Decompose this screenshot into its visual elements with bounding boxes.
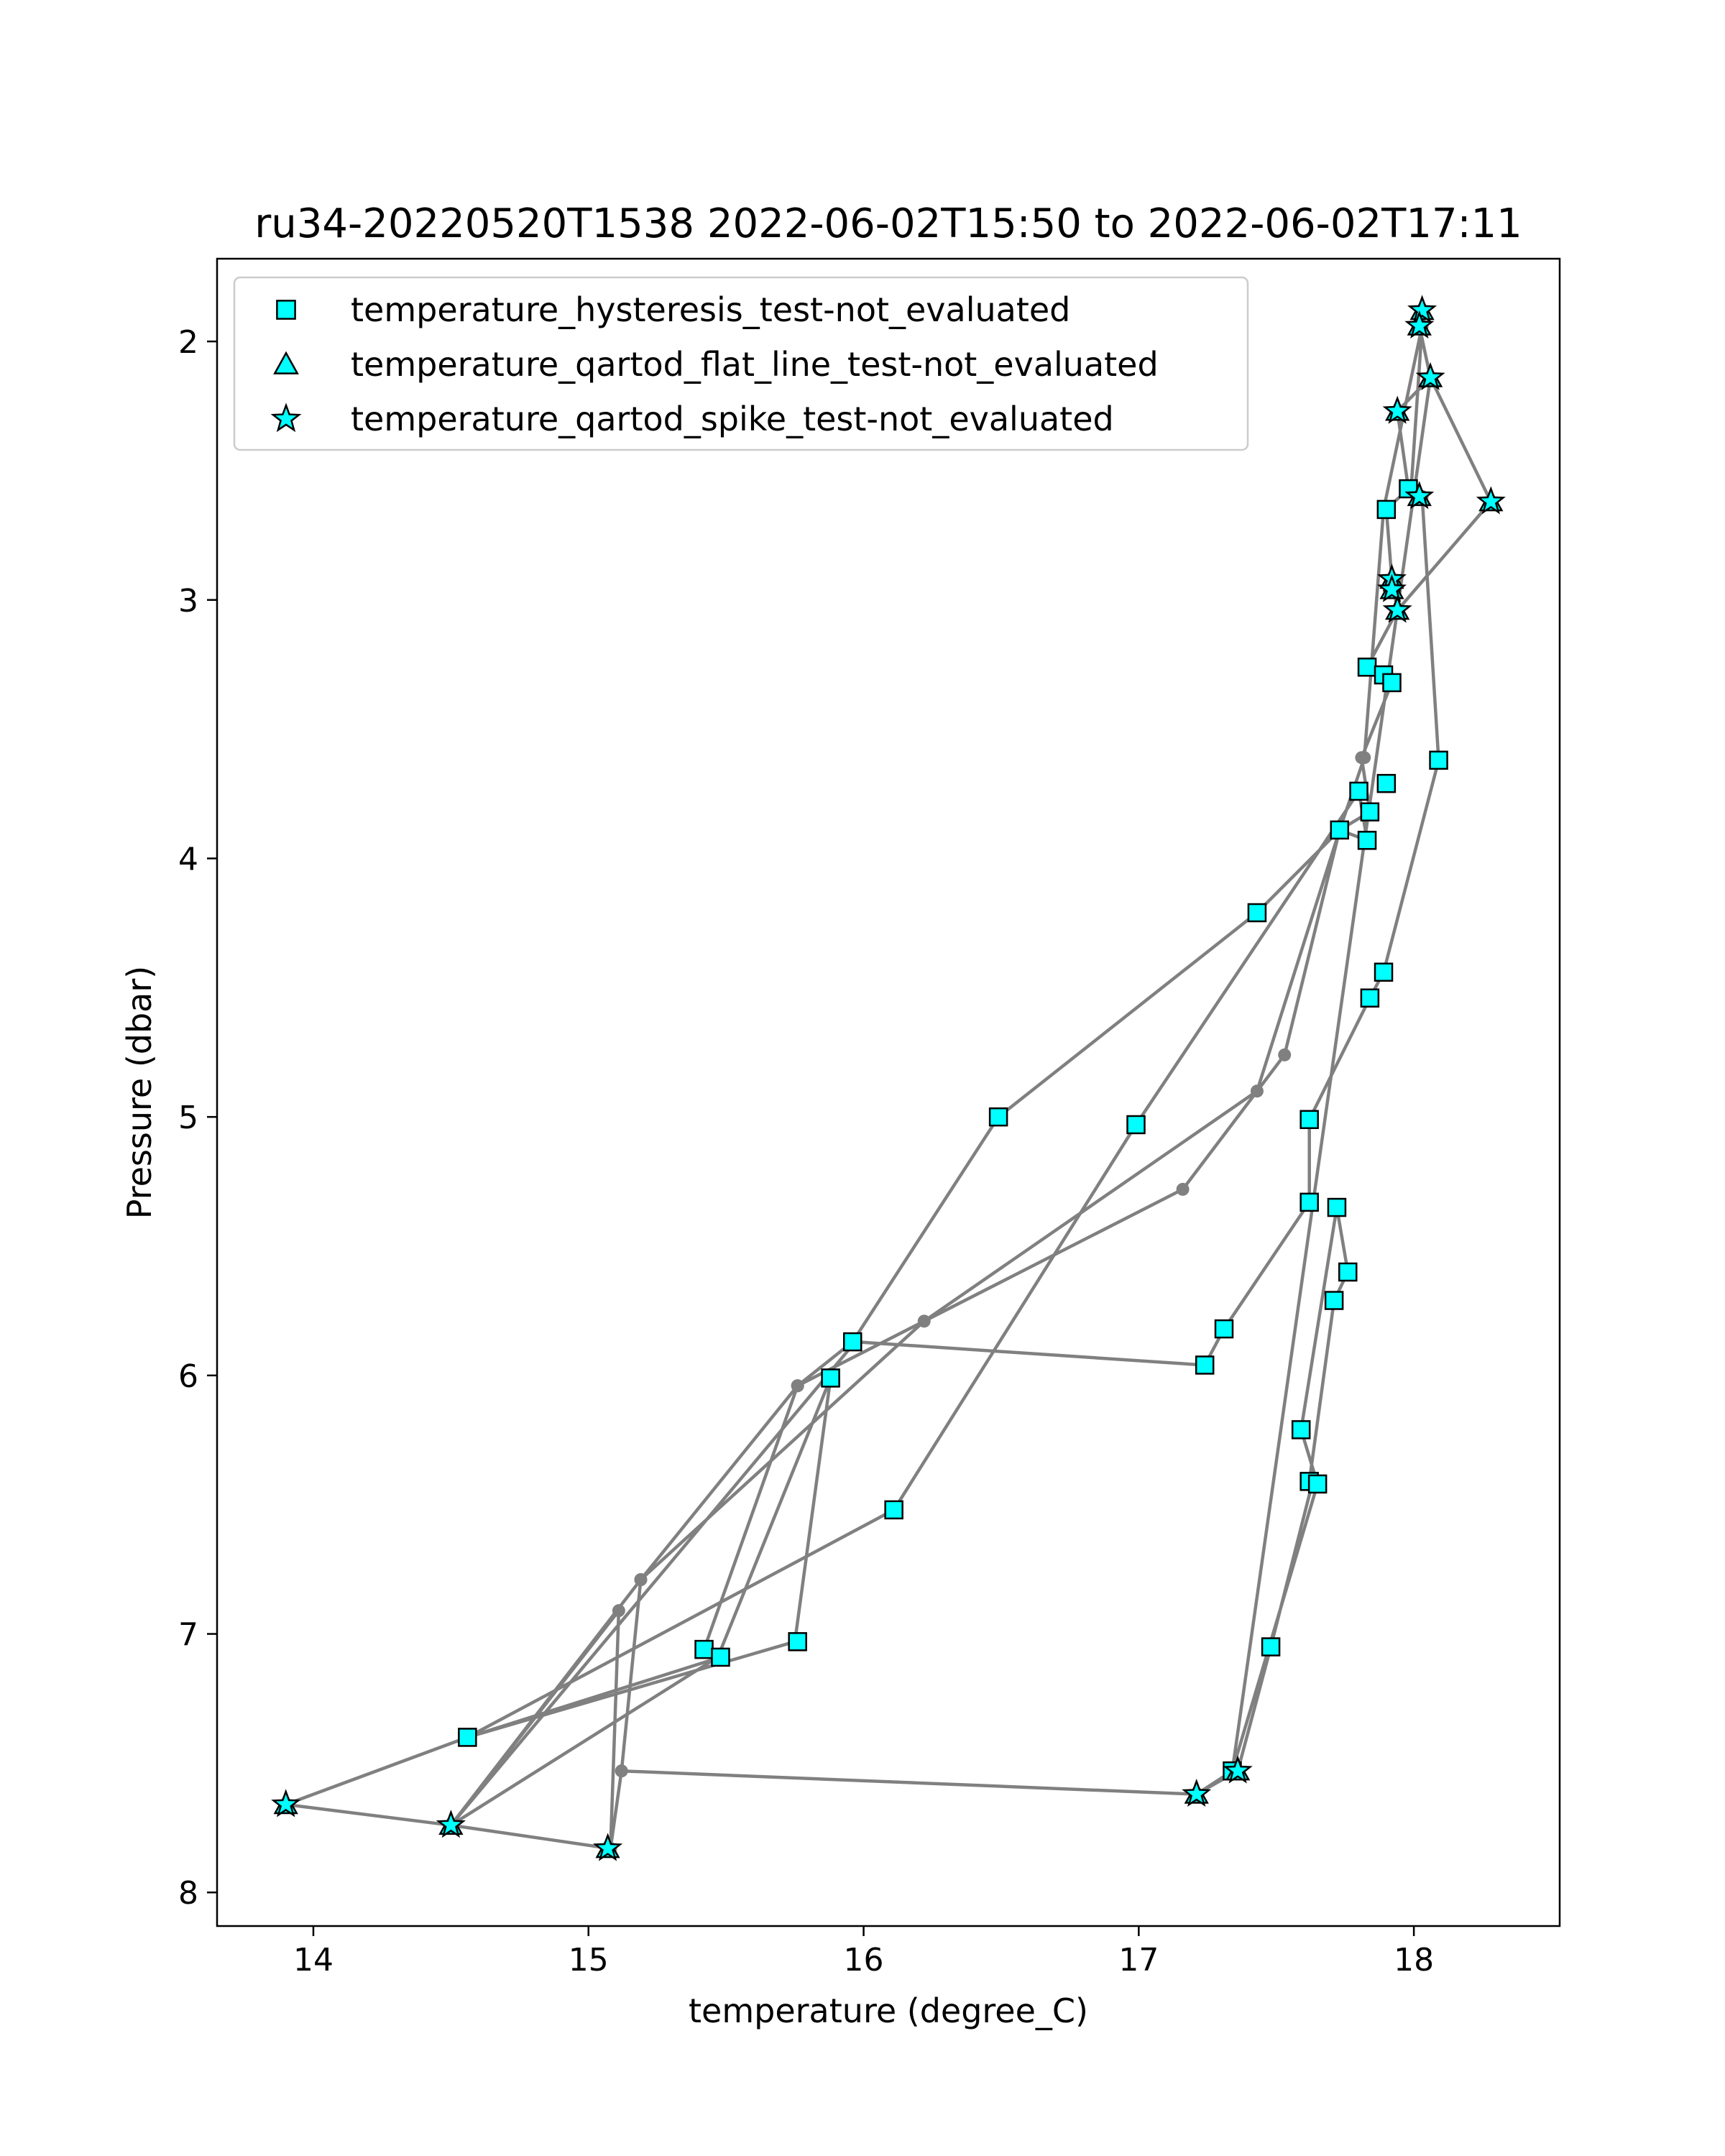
legend-entries: temperature_hysteresis_test-not_evaluate… (270, 290, 1159, 438)
y-axis-label: Pressure (dbar) (120, 966, 159, 1219)
profile-vertex (1358, 751, 1371, 765)
point-square (1261, 1637, 1281, 1657)
y-tick-label: 7 (178, 1617, 198, 1654)
point-star (592, 1833, 623, 1861)
point-square (458, 1728, 477, 1747)
x-tick-label: 16 (844, 1942, 884, 1978)
point-star (1376, 573, 1407, 602)
point-square (1330, 820, 1350, 840)
point-square (1324, 1291, 1344, 1310)
point-square (1300, 1192, 1319, 1212)
profile-vertex (1176, 1182, 1190, 1196)
point-square (1349, 781, 1368, 801)
point-square (1195, 1355, 1215, 1375)
point-star (1382, 395, 1412, 424)
point-star (1404, 310, 1435, 339)
point-square (1360, 988, 1380, 1008)
point-square (1214, 1319, 1234, 1339)
point-square (1429, 750, 1448, 770)
profile-vertex (634, 1573, 648, 1587)
point-star (1404, 481, 1435, 510)
y-tick-label: 3 (178, 583, 198, 619)
point-star (1407, 295, 1438, 323)
chart-title: ru34-20220520T1538 2022-06-02T15:50 to 2… (254, 201, 1522, 247)
y-tick-label: 6 (178, 1358, 198, 1395)
point-square (1374, 962, 1394, 982)
point-square (1360, 802, 1380, 821)
point-star (1182, 1778, 1212, 1807)
point-star (436, 1810, 466, 1838)
series-star (271, 295, 1506, 1861)
point-square (1376, 499, 1397, 520)
point-star (271, 1789, 301, 1818)
point-square (884, 1500, 903, 1520)
point-square (788, 1632, 807, 1651)
point-square (1300, 1110, 1319, 1130)
y-tick-label: 5 (178, 1100, 198, 1136)
plot-area (271, 295, 1506, 1861)
legend-label: temperature_qartod_spike_test-not_evalua… (351, 400, 1114, 438)
legend: temperature_hysteresis_test-not_evaluate… (233, 276, 1249, 451)
point-square (711, 1647, 730, 1667)
profile-vertex (791, 1379, 804, 1393)
profile-vertex (612, 1604, 625, 1618)
point-square (1291, 1420, 1311, 1439)
x-tick-label: 15 (569, 1942, 609, 1978)
point-square (1376, 773, 1397, 793)
point-square (1327, 1197, 1347, 1217)
point-square (694, 1639, 714, 1659)
series-triangle (273, 298, 1504, 1858)
profile-vertex (917, 1314, 931, 1328)
point-star (1382, 594, 1412, 623)
point-square (1357, 658, 1377, 677)
point-square (988, 1107, 1008, 1127)
y-axis-ticks: 2 3 4 5 6 7 8 (178, 324, 217, 1912)
profile-vertex (1250, 1084, 1264, 1098)
point-star (1223, 1755, 1253, 1784)
point-star (1476, 486, 1506, 515)
y-tick-label: 4 (178, 841, 198, 877)
profile-vertex (615, 1764, 628, 1778)
x-tick-label: 18 (1394, 1942, 1434, 1978)
point-square (821, 1368, 840, 1388)
point-square (1382, 673, 1402, 693)
point-square (842, 1332, 862, 1352)
profile-line (284, 310, 1493, 1851)
profile-vertex (1278, 1048, 1292, 1061)
x-tick-label: 14 (293, 1942, 334, 1978)
y-tick-label: 2 (178, 324, 198, 361)
series-square (458, 479, 1448, 1781)
legend-box (233, 276, 1249, 451)
axes-frame (216, 257, 1561, 1927)
x-axis-label: temperature (degree_C) (689, 1991, 1088, 2030)
point-square (1247, 903, 1267, 923)
point-square (1357, 831, 1377, 850)
legend-marker-star (270, 402, 302, 433)
legend-marker-square (276, 300, 296, 320)
point-star (1415, 361, 1445, 390)
point-square (1126, 1115, 1146, 1135)
point-square (1307, 1474, 1328, 1494)
x-axis-ticks: 14 15 16 17 18 (293, 1926, 1434, 1978)
legend-marker-triangle (273, 351, 299, 374)
legend-label: temperature_hysteresis_test-not_evaluate… (351, 290, 1070, 329)
legend-label: temperature_qartod_flat_line_test-not_ev… (351, 345, 1159, 384)
y-tick-label: 8 (178, 1875, 198, 1912)
point-square (1338, 1262, 1358, 1282)
x-tick-label: 17 (1118, 1942, 1159, 1978)
